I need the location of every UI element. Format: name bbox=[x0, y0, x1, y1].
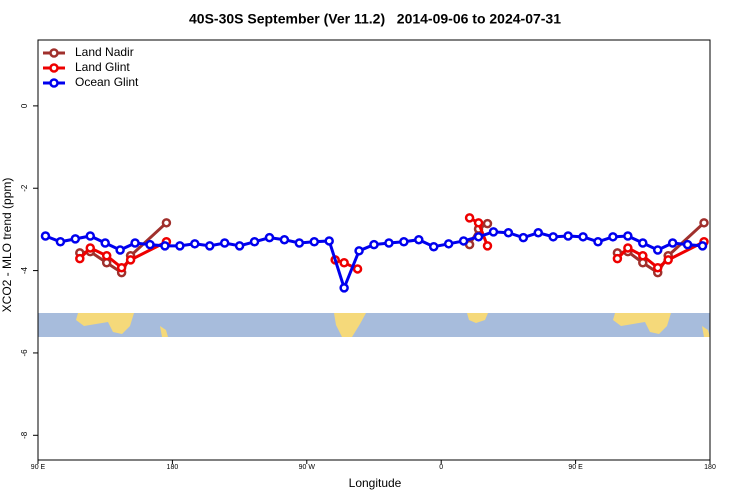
data-point bbox=[352, 264, 363, 274]
data-point bbox=[130, 238, 140, 248]
data-point bbox=[458, 236, 469, 246]
data-point bbox=[518, 232, 529, 243]
chart-title: 40S-30S September (Ver 11.2) 2014-09-06 … bbox=[189, 11, 561, 27]
x-tick-label: 180 bbox=[167, 464, 179, 471]
data-point bbox=[482, 241, 493, 251]
y-tick-label: -2 bbox=[20, 184, 29, 192]
data-point bbox=[70, 234, 81, 244]
map-band bbox=[38, 313, 710, 337]
data-point bbox=[309, 237, 320, 247]
data-point bbox=[85, 231, 96, 241]
data-point bbox=[652, 245, 663, 255]
data-point bbox=[204, 241, 215, 251]
data-point bbox=[175, 241, 185, 251]
legend-marker bbox=[49, 48, 59, 58]
data-point bbox=[593, 237, 603, 247]
data-point bbox=[219, 238, 230, 248]
data-point bbox=[116, 262, 127, 273]
data-point bbox=[190, 239, 200, 249]
y-tick-label: -8 bbox=[20, 431, 29, 439]
data-point bbox=[399, 237, 409, 247]
data-point bbox=[533, 227, 544, 238]
data-point bbox=[623, 231, 633, 241]
data-point bbox=[699, 218, 709, 228]
data-point bbox=[443, 239, 454, 249]
data-point bbox=[384, 238, 394, 248]
data-point bbox=[682, 239, 693, 250]
data-point bbox=[578, 232, 588, 242]
data-point bbox=[161, 218, 172, 228]
x-axis-label: Longitude bbox=[349, 476, 402, 490]
data-point bbox=[473, 218, 484, 228]
data-point bbox=[369, 239, 379, 250]
legend-marker bbox=[49, 63, 59, 73]
data-point bbox=[663, 255, 673, 265]
data-point bbox=[55, 237, 66, 247]
data-point bbox=[234, 241, 245, 251]
data-point bbox=[638, 238, 648, 248]
data-point bbox=[473, 232, 484, 242]
data-point bbox=[40, 231, 51, 241]
data-point bbox=[548, 232, 558, 242]
legend-marker bbox=[49, 78, 59, 88]
y-tick-label: -4 bbox=[20, 266, 29, 274]
data-point bbox=[115, 245, 125, 255]
data-point bbox=[667, 238, 678, 248]
data-point bbox=[464, 213, 475, 223]
plot-frame bbox=[37, 39, 711, 461]
data-point bbox=[482, 218, 493, 229]
data-point bbox=[125, 255, 136, 265]
data-point bbox=[339, 258, 349, 268]
legend-label: Land Nadir bbox=[75, 45, 134, 59]
data-point bbox=[428, 241, 439, 252]
data-point bbox=[608, 232, 618, 242]
x-tick-label: 180 bbox=[704, 464, 716, 471]
data-point bbox=[414, 234, 424, 245]
x-tick-label: 90 W bbox=[299, 464, 316, 471]
y-axis-label: XCO2 - MLO trend (ppm) bbox=[0, 178, 14, 313]
data-point bbox=[697, 241, 708, 251]
data-point bbox=[145, 239, 155, 250]
data-point bbox=[249, 237, 260, 247]
data-point bbox=[294, 238, 305, 248]
data-point bbox=[324, 236, 334, 246]
data-point bbox=[339, 283, 349, 293]
data-point bbox=[612, 253, 623, 264]
legend-label: Land Glint bbox=[75, 60, 130, 74]
data-point bbox=[354, 246, 364, 256]
data-point bbox=[101, 251, 112, 261]
data-point bbox=[100, 238, 110, 248]
y-tick-label: -6 bbox=[20, 349, 29, 357]
x-tick-label: 0 bbox=[439, 464, 443, 471]
data-point bbox=[652, 262, 663, 273]
data-point bbox=[264, 232, 275, 243]
data-point bbox=[279, 234, 290, 245]
data-point bbox=[638, 251, 648, 261]
x-tick-label: 90 E bbox=[568, 464, 583, 471]
data-point bbox=[85, 243, 96, 253]
data-point bbox=[160, 241, 170, 251]
data-point bbox=[503, 227, 514, 238]
y-tick-label: 0 bbox=[20, 103, 29, 108]
x-tick-label: 90 E bbox=[31, 464, 46, 471]
data-point bbox=[488, 227, 499, 237]
legend-label: Ocean Glint bbox=[75, 75, 139, 89]
data-point bbox=[563, 231, 573, 241]
data-point bbox=[75, 253, 85, 264]
data-point bbox=[623, 243, 633, 253]
